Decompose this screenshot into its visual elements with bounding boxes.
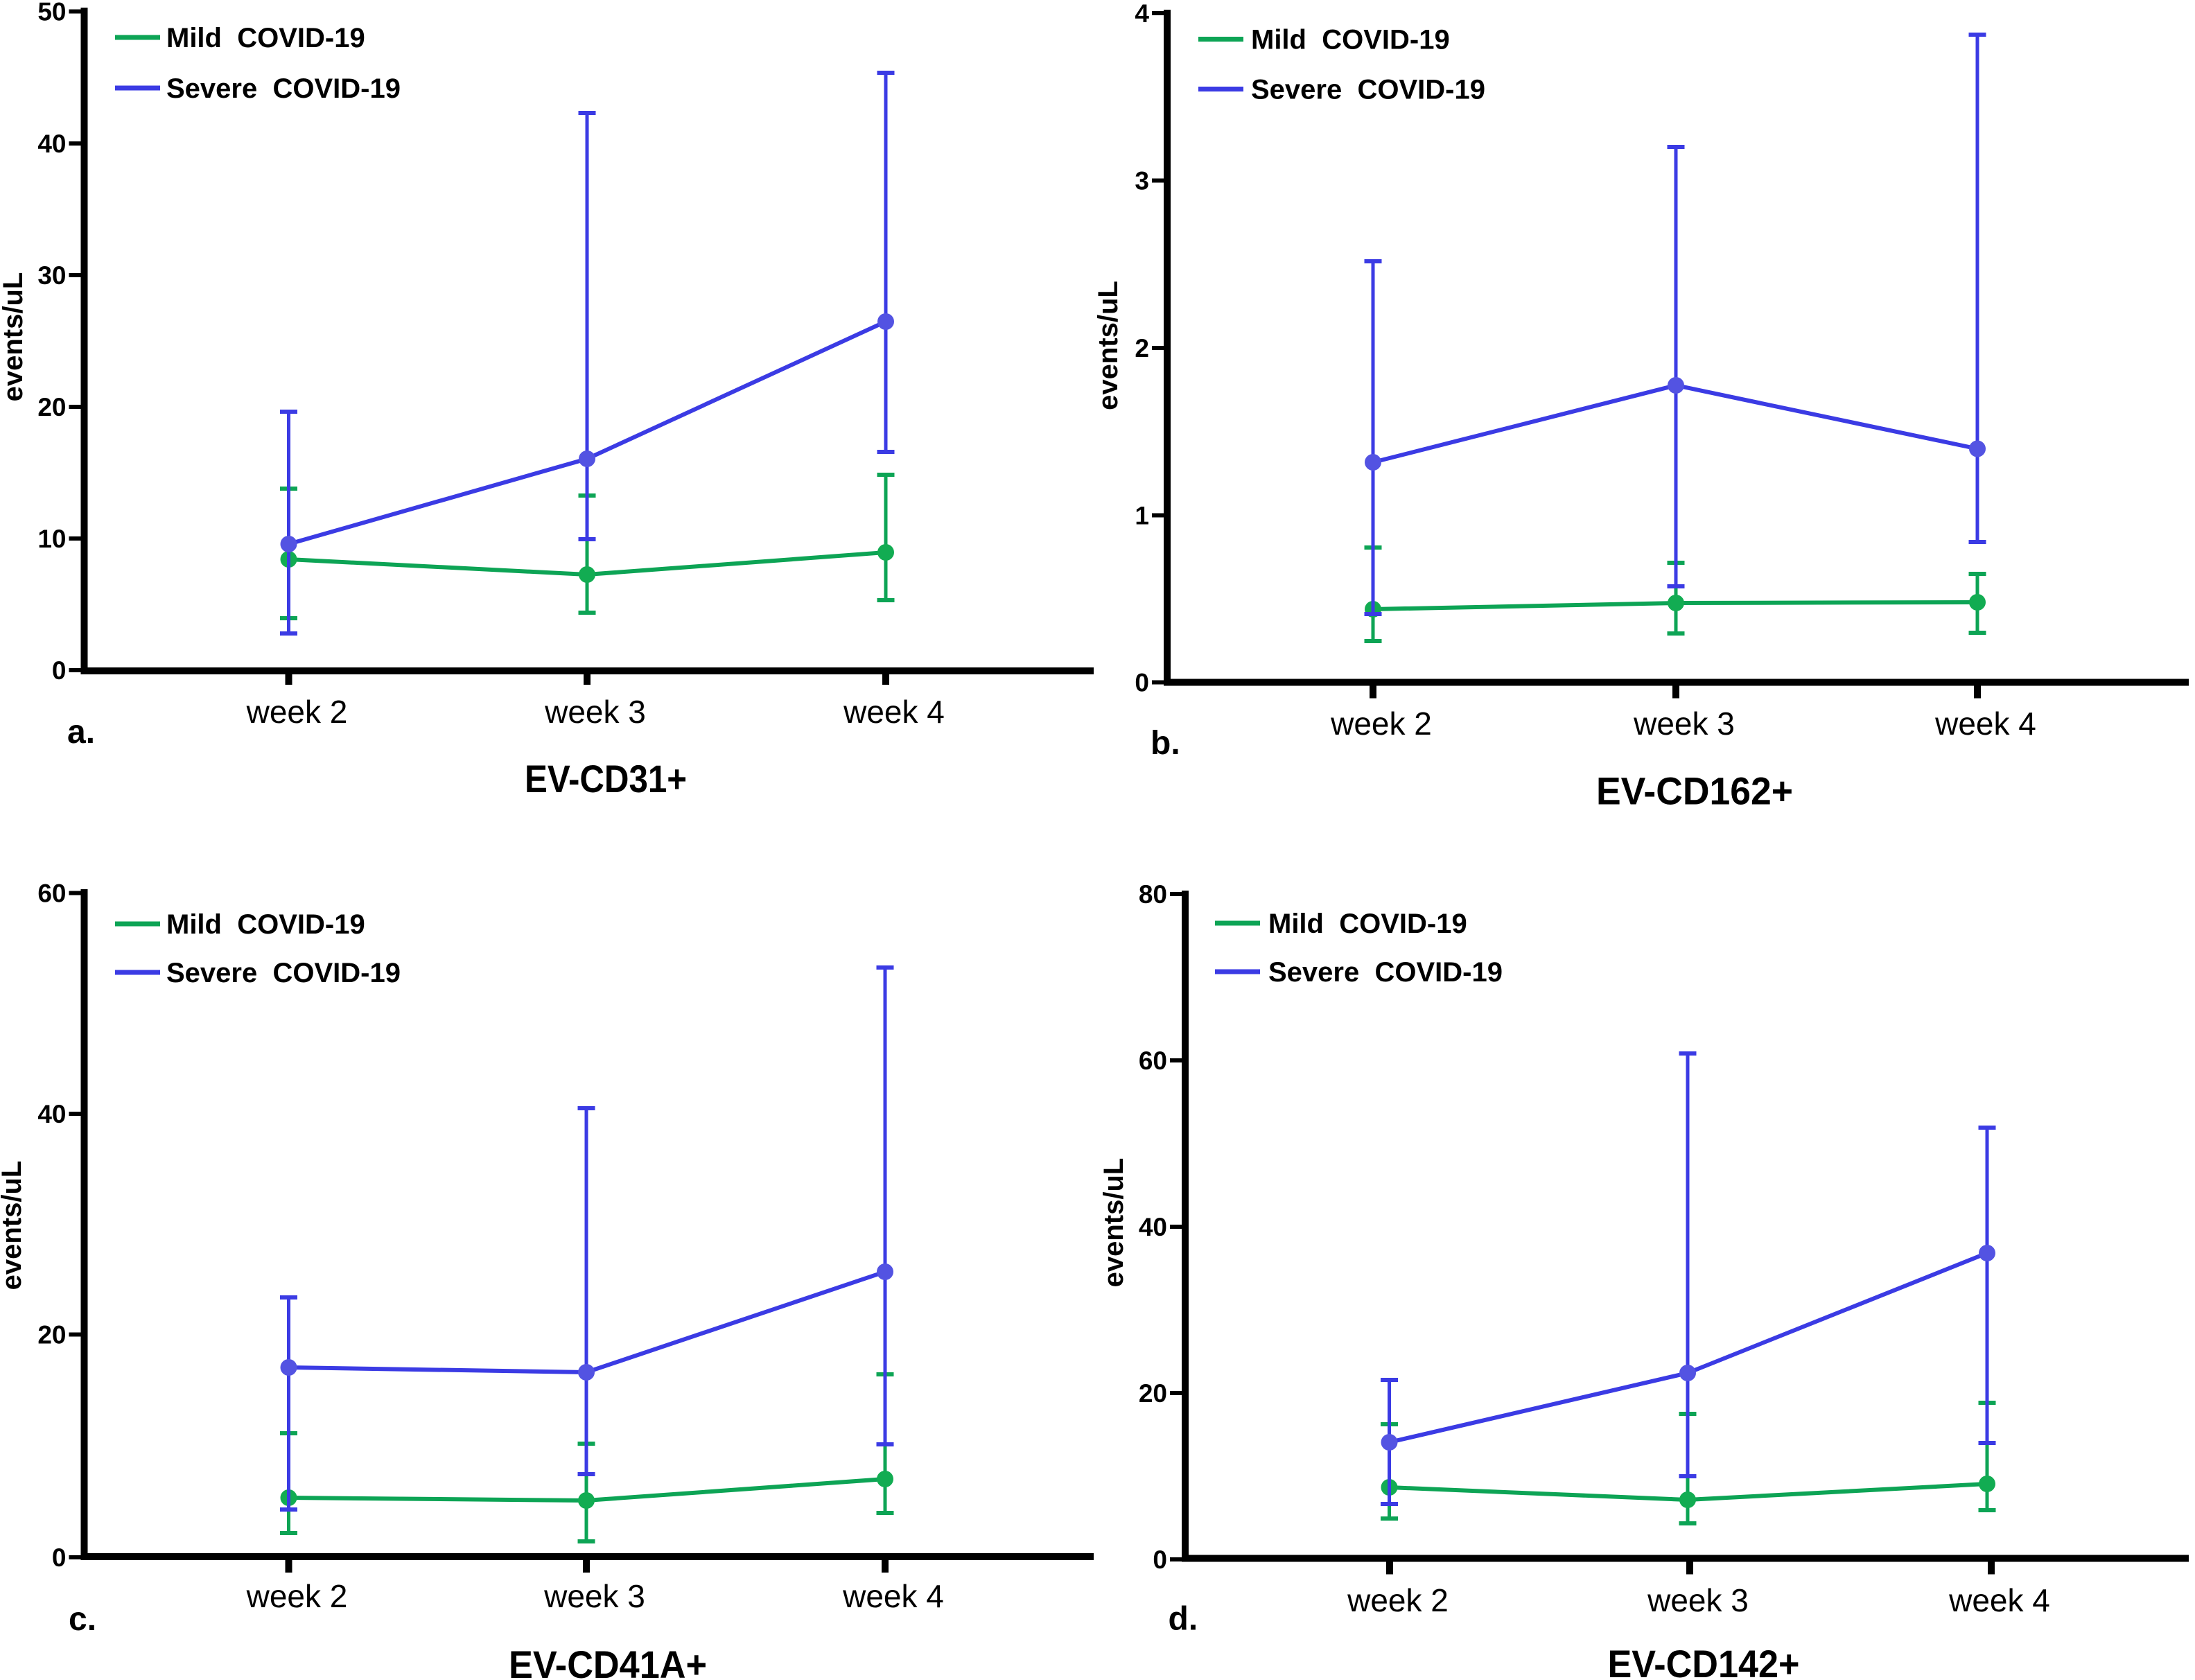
svg-text:EV-CD41A+: EV-CD41A+ [509, 1643, 707, 1680]
svg-text:EV-CD31+: EV-CD31+ [525, 757, 687, 800]
svg-text:week 3: week 3 [543, 1578, 645, 1614]
svg-text:b.: b. [1151, 725, 1180, 762]
svg-text:1: 1 [1135, 502, 1149, 530]
svg-text:events/uL: events/uL [1093, 281, 1123, 410]
svg-text:4: 4 [1135, 0, 1149, 28]
svg-text:0: 0 [1135, 669, 1149, 697]
svg-text:20: 20 [37, 1321, 66, 1349]
svg-text:week 2: week 2 [246, 1578, 348, 1614]
svg-text:Severe COVID-19: Severe COVID-19 [1251, 75, 1485, 105]
svg-text:0: 0 [52, 1543, 67, 1572]
svg-text:Severe COVID-19: Severe COVID-19 [166, 73, 401, 104]
svg-text:week 4: week 4 [1948, 1582, 2050, 1618]
svg-text:0: 0 [1153, 1546, 1167, 1574]
svg-text:2: 2 [1135, 334, 1149, 362]
svg-text:week 3: week 3 [1633, 706, 1735, 742]
svg-text:30: 30 [37, 261, 66, 290]
svg-text:week 2: week 2 [1330, 706, 1432, 742]
svg-text:c.: c. [69, 1601, 96, 1638]
svg-text:a.: a. [67, 714, 95, 751]
svg-text:Mild COVID-19: Mild COVID-19 [1251, 25, 1450, 55]
svg-text:60: 60 [1139, 1047, 1167, 1075]
svg-text:week 4: week 4 [1934, 706, 2036, 742]
svg-text:20: 20 [37, 393, 66, 421]
svg-text:40: 40 [37, 1100, 66, 1128]
svg-text:Mild COVID-19: Mild COVID-19 [1268, 909, 1467, 939]
svg-text:40: 40 [37, 130, 66, 158]
svg-text:events/uL: events/uL [1099, 1158, 1129, 1288]
svg-text:Mild COVID-19: Mild COVID-19 [166, 909, 365, 940]
svg-text:60: 60 [37, 880, 66, 908]
svg-text:Severe COVID-19: Severe COVID-19 [166, 958, 401, 988]
svg-text:Mild COVID-19: Mild COVID-19 [166, 23, 365, 53]
svg-text:50: 50 [37, 0, 66, 26]
svg-text:week 4: week 4 [843, 694, 945, 730]
svg-text:week 4: week 4 [842, 1578, 944, 1614]
svg-text:0: 0 [52, 656, 67, 685]
svg-text:Severe COVID-19: Severe COVID-19 [1268, 957, 1503, 988]
svg-text:week 2: week 2 [1347, 1582, 1449, 1618]
svg-text:10: 10 [37, 525, 66, 553]
svg-text:EV-CD162+: EV-CD162+ [1596, 769, 1793, 813]
svg-text:d.: d. [1169, 1601, 1198, 1638]
svg-text:EV-CD142+: EV-CD142+ [1608, 1642, 1800, 1680]
svg-text:80: 80 [1139, 880, 1167, 909]
svg-text:week 2: week 2 [246, 694, 348, 730]
svg-text:20: 20 [1139, 1379, 1167, 1408]
svg-text:3: 3 [1135, 167, 1149, 195]
svg-text:40: 40 [1139, 1213, 1167, 1241]
svg-text:week 3: week 3 [1647, 1582, 1749, 1618]
svg-text:week 3: week 3 [544, 694, 646, 730]
svg-text:events/uL: events/uL [0, 1161, 27, 1290]
svg-text:events/uL: events/uL [0, 272, 28, 402]
